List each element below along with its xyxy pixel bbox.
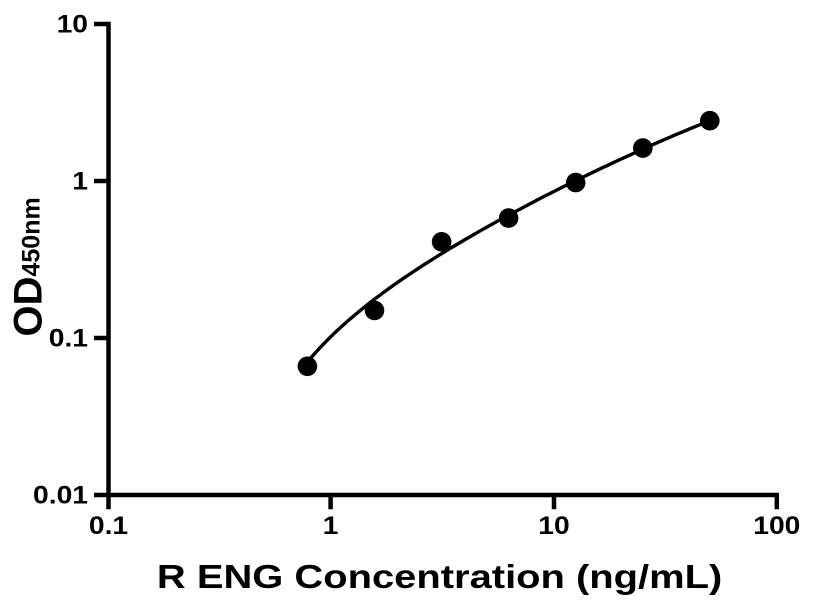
svg-text:1: 1	[323, 512, 339, 540]
svg-text:10: 10	[538, 512, 569, 540]
svg-text:0.01: 0.01	[33, 481, 88, 509]
svg-text:1: 1	[72, 167, 88, 195]
svg-text:0.1: 0.1	[89, 512, 128, 540]
svg-text:R ENG Concentration (ng/mL): R ENG Concentration (ng/mL)	[157, 558, 722, 595]
svg-text:100: 100	[753, 512, 800, 540]
svg-text:10: 10	[57, 10, 88, 38]
svg-text:0.1: 0.1	[49, 324, 88, 352]
